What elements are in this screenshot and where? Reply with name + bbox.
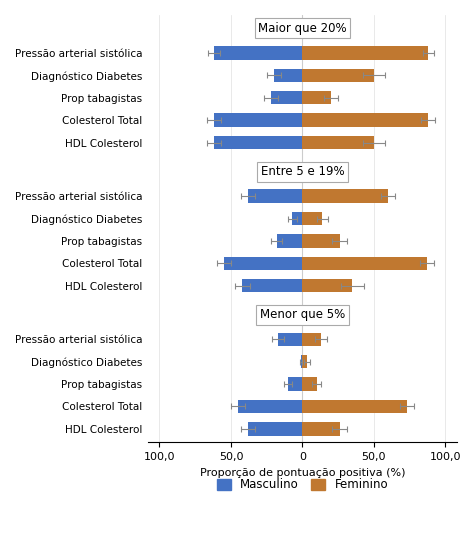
Bar — [302, 69, 374, 82]
Bar — [302, 422, 340, 435]
Bar — [238, 400, 302, 413]
Bar — [278, 333, 302, 346]
Text: Entre 5 e 19%: Entre 5 e 19% — [261, 165, 344, 178]
Bar — [248, 422, 302, 435]
Bar — [302, 333, 321, 346]
Bar — [214, 46, 302, 60]
Bar — [302, 279, 353, 293]
Bar — [271, 91, 302, 104]
Bar — [224, 256, 302, 270]
Bar — [302, 234, 340, 248]
Bar — [302, 46, 428, 60]
Bar — [302, 91, 331, 104]
Text: Menor que 5%: Menor que 5% — [260, 309, 345, 321]
Bar — [302, 400, 407, 413]
Bar — [242, 279, 302, 293]
Text: Maior que 20%: Maior que 20% — [258, 22, 347, 35]
X-axis label: Proporção de pontuação positiva (%): Proporção de pontuação positiva (%) — [200, 468, 405, 478]
Bar — [214, 114, 302, 127]
Bar — [248, 189, 302, 203]
Bar — [277, 234, 302, 248]
Bar — [302, 355, 307, 368]
Bar — [288, 377, 302, 391]
Bar — [214, 136, 302, 149]
Bar — [301, 355, 302, 368]
Bar — [302, 256, 427, 270]
Bar — [302, 136, 374, 149]
Bar — [302, 189, 388, 203]
Bar — [302, 377, 317, 391]
Bar — [274, 69, 302, 82]
Legend: Masculino, Feminino: Masculino, Feminino — [212, 474, 393, 496]
Bar — [302, 212, 322, 225]
Bar — [292, 212, 302, 225]
Bar — [302, 114, 428, 127]
